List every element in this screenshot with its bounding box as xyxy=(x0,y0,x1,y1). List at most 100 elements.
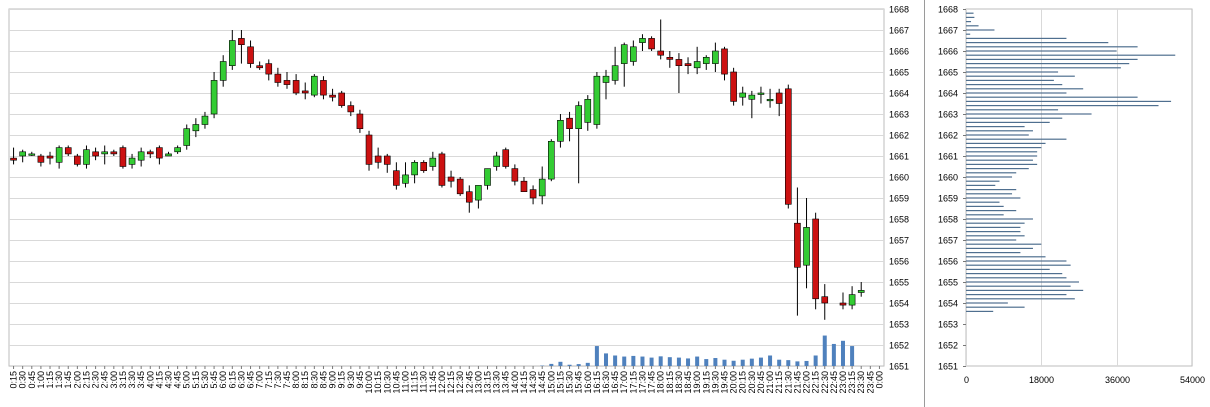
volume-bar xyxy=(585,362,590,366)
x-tick-label: 3:00 xyxy=(109,371,119,389)
x-tick-label: 7:30 xyxy=(273,371,283,389)
candle-body xyxy=(256,65,263,69)
profile-bar xyxy=(966,138,1067,140)
y-tick-label: 1661 xyxy=(889,152,909,162)
x-tick-label: 2:30 xyxy=(91,371,101,389)
volume-bar xyxy=(549,363,554,366)
y-tick-label: 1654 xyxy=(889,299,909,309)
candle-body xyxy=(74,155,81,165)
x-tick-label: 14:00 xyxy=(510,371,520,394)
candle-body xyxy=(183,128,191,146)
x-tick-label: 1:30 xyxy=(54,371,64,389)
x-tick-label: 0:00 xyxy=(874,371,884,389)
profile-bar xyxy=(966,67,1121,69)
candle-body xyxy=(101,151,109,155)
candle-body xyxy=(657,50,664,56)
x-tick-label: 2:00 xyxy=(72,371,82,389)
x-tick-label: 11:00 xyxy=(400,371,410,393)
candle-body xyxy=(557,120,564,142)
volume-bar xyxy=(804,360,809,366)
volume-bar xyxy=(622,356,627,366)
volume-bar xyxy=(840,340,845,366)
profile-bar xyxy=(966,12,974,14)
profile-y-tick-label: 1666 xyxy=(938,47,958,57)
volume-bar xyxy=(667,357,672,366)
profile-bar xyxy=(966,294,1067,296)
candle-body xyxy=(639,38,646,43)
candle-body xyxy=(511,168,519,182)
x-tick-label: 10:15 xyxy=(373,371,383,394)
profile-bar xyxy=(966,218,1033,220)
profile-y-tick-label: 1652 xyxy=(938,341,958,351)
x-tick-label: 13:45 xyxy=(501,371,511,394)
volume-bar xyxy=(604,353,609,366)
candle-body xyxy=(794,222,801,268)
x-tick-label: 7:15 xyxy=(264,371,274,389)
x-tick-label: 23:30 xyxy=(856,371,866,394)
y-tick-label: 1653 xyxy=(889,320,909,330)
y-tick-label: 1662 xyxy=(889,131,909,141)
candle-body xyxy=(292,80,300,94)
candle-body xyxy=(411,162,418,176)
candle-body xyxy=(46,155,54,159)
y-tick-label: 1652 xyxy=(889,341,909,351)
profile-y-tick-label: 1668 xyxy=(938,5,958,15)
profile-bar xyxy=(966,197,1021,199)
x-tick-label: 10:45 xyxy=(391,371,401,394)
candle-body xyxy=(766,99,774,102)
profile-bar xyxy=(966,306,1025,308)
candle-body xyxy=(721,48,728,75)
x-tick-label: 6:30 xyxy=(236,371,246,389)
candle-body xyxy=(502,149,510,167)
candle-body xyxy=(110,151,118,155)
candle-body xyxy=(465,191,473,203)
x-tick-label: 11:45 xyxy=(428,371,438,393)
volume-bar xyxy=(704,359,709,366)
candle-body xyxy=(839,302,847,306)
x-tick-label: 22:15 xyxy=(811,371,821,394)
candle-body xyxy=(475,185,482,201)
candle-body xyxy=(201,115,209,125)
x-tick-label: 8:00 xyxy=(291,371,301,389)
x-tick-label: 20:30 xyxy=(747,371,757,394)
profile-bar xyxy=(966,84,1063,86)
profile-bar xyxy=(966,37,1067,39)
volume-bar xyxy=(594,346,599,366)
x-tick-label: 6:45 xyxy=(246,371,256,389)
candle-body xyxy=(620,44,628,64)
candle-body xyxy=(484,168,491,186)
profile-bar xyxy=(966,281,1079,283)
x-tick-label: 9:45 xyxy=(355,371,365,389)
profile-bar xyxy=(966,302,1008,304)
x-tick-label: 18:30 xyxy=(674,371,684,394)
profile-bar xyxy=(966,243,1042,245)
profile-bar xyxy=(966,285,1071,287)
profile-y-tick-label: 1667 xyxy=(938,26,958,36)
profile-y-tick-label: 1663 xyxy=(938,110,958,120)
profile-x-tick-label: 36000 xyxy=(1105,375,1130,385)
candle-body xyxy=(602,75,610,83)
volume-bar xyxy=(640,356,645,366)
profile-bar xyxy=(966,172,1017,174)
x-tick-label: 19:30 xyxy=(710,371,720,394)
candle-body xyxy=(128,157,136,165)
candle-body xyxy=(712,50,719,64)
volume-bar xyxy=(722,359,727,366)
volume-bar xyxy=(795,361,800,366)
candle-body xyxy=(238,38,245,46)
x-tick-label: 4:30 xyxy=(164,371,174,389)
x-tick-label: 7:00 xyxy=(255,371,265,389)
candle-body xyxy=(165,153,172,157)
candle-body xyxy=(693,61,701,69)
profile-bar xyxy=(966,75,1075,77)
x-tick-label: 19:45 xyxy=(719,371,729,394)
profile-bar xyxy=(966,155,1038,157)
x-tick-label: 8:15 xyxy=(300,371,310,389)
x-tick-label: 16:15 xyxy=(592,371,602,394)
x-tick-label: 2:45 xyxy=(100,371,110,389)
candle-body xyxy=(593,75,601,125)
x-tick-label: 5:15 xyxy=(191,371,201,389)
candle-body xyxy=(37,155,45,163)
profile-bar xyxy=(966,29,995,31)
candle-body xyxy=(666,56,674,60)
